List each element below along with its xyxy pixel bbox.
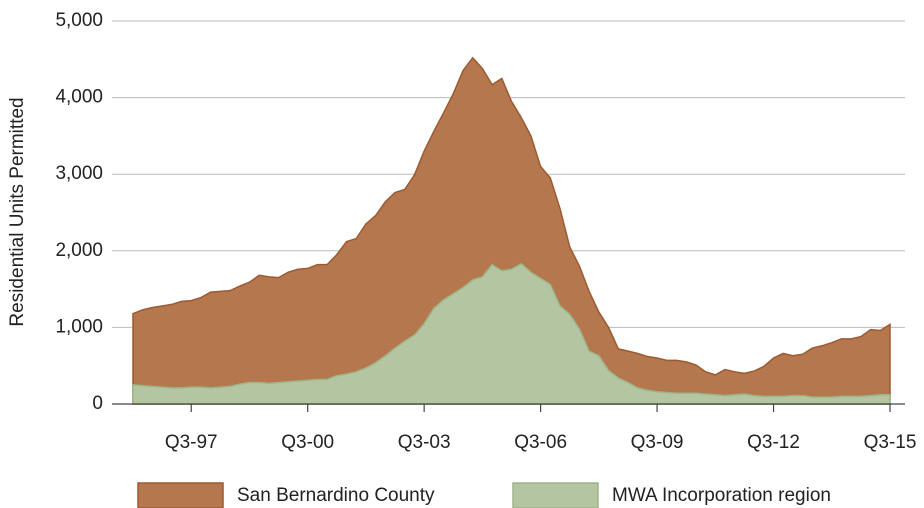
y-tick-label: 5,000 xyxy=(55,10,103,31)
legend-label: MWA Incorporation region xyxy=(612,485,831,506)
y-tick-label: 1,000 xyxy=(55,316,103,337)
legend-swatch xyxy=(512,482,599,508)
y-tick-label: 4,000 xyxy=(55,87,103,108)
legend-label: San Bernardino County xyxy=(237,485,435,506)
y-tick-label: 3,000 xyxy=(55,163,103,184)
x-tick-label: Q3-12 xyxy=(747,432,800,453)
x-tick-label: Q3-06 xyxy=(514,432,567,453)
y-tick-label: 2,000 xyxy=(55,240,103,261)
x-tick-label: Q3-09 xyxy=(631,432,684,453)
x-tick-label: Q3-15 xyxy=(864,432,917,453)
x-tick-label: Q3-03 xyxy=(398,432,451,453)
x-tick-label: Q3-00 xyxy=(281,432,334,453)
y-axis-label: Residential Units Permitted xyxy=(7,97,28,326)
x-tick-label: Q3-97 xyxy=(165,432,218,453)
legend-swatch xyxy=(137,482,224,508)
area xyxy=(132,262,891,405)
y-tick-label: 0 xyxy=(92,393,103,414)
area xyxy=(132,56,891,405)
